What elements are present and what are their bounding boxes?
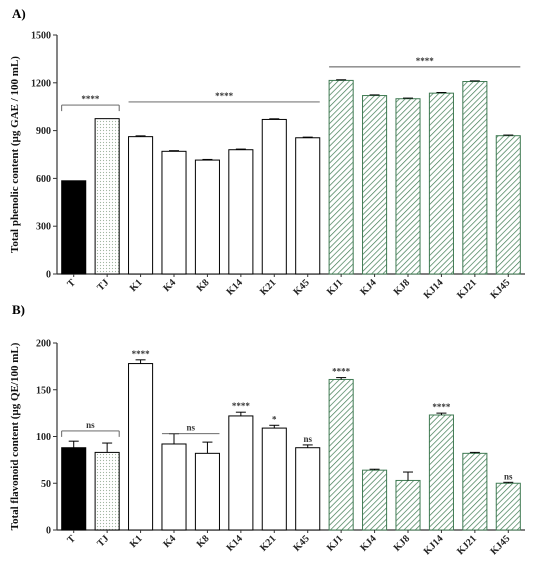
bar-K21	[261, 118, 287, 275]
y-axis-label: Total flavonoid content (µg QE/100 mL)	[9, 342, 21, 530]
significance-label: ****	[432, 402, 451, 412]
bar-K1	[128, 136, 154, 275]
y-tick-label: 50	[41, 479, 51, 490]
significance-label: ****	[232, 401, 251, 411]
y-tick-label: 600	[36, 174, 51, 185]
group-annotation-label: ns	[86, 420, 95, 430]
bar-K45	[295, 137, 321, 275]
chart-panel-a: A) Total phenolic content (µg GAE / 100 m…	[9, 6, 525, 301]
bar-KJ21	[462, 452, 488, 531]
x-tick-label: KJ1	[325, 533, 345, 553]
group-annotation-label: ****	[215, 91, 234, 101]
panel-label: A)	[12, 6, 26, 21]
x-tick-label: K1	[128, 277, 145, 294]
bar-KJ1	[328, 378, 354, 531]
bar-KJ4	[362, 95, 388, 275]
bar-KJ1	[328, 79, 354, 275]
x-tick-label: KJ4	[358, 533, 378, 553]
bar-KJ45	[495, 482, 521, 531]
y-tick-label: 200	[36, 339, 51, 350]
x-tick-label: T	[65, 277, 78, 290]
bar-K4	[161, 150, 187, 275]
x-tick-label: K4	[161, 533, 178, 550]
bar-K21	[261, 427, 287, 531]
significance-label: ****	[332, 367, 351, 377]
bar-KJ45	[495, 135, 521, 275]
significance-label: *	[272, 414, 277, 424]
x-tick-label: K21	[258, 533, 278, 553]
y-tick-label: 150	[36, 385, 51, 396]
bar-KJ14	[428, 414, 454, 531]
group-annotation-label: ns	[186, 423, 195, 433]
x-tick-label: KJ8	[392, 277, 412, 297]
bar-K8	[194, 159, 220, 275]
bar-T	[61, 447, 87, 531]
bar-KJ8	[395, 98, 421, 275]
y-tick-label: 1500	[31, 31, 51, 42]
bar-TJ	[94, 118, 120, 275]
bar-KJ14	[428, 92, 454, 275]
x-tick-label: KJ14	[422, 533, 446, 557]
y-tick-label: 300	[36, 222, 51, 233]
x-tick-label: K14	[225, 533, 245, 553]
x-tick-label: K8	[195, 533, 212, 550]
bar-KJ4	[362, 469, 388, 531]
x-tick-label: K45	[291, 277, 311, 297]
bar-K14	[228, 149, 254, 275]
bar-K8	[194, 452, 220, 531]
x-tick-label: K4	[161, 277, 178, 294]
panel-label: B)	[12, 302, 25, 317]
x-tick-label: K21	[258, 277, 278, 297]
bar-KJ8	[395, 479, 421, 531]
x-tick-label: T	[65, 533, 78, 546]
bar-K14	[228, 415, 254, 531]
y-tick-label: 900	[36, 126, 51, 137]
x-tick-label: KJ21	[455, 533, 479, 557]
group-annotation-label: ****	[416, 56, 435, 66]
x-tick-label: KJ21	[455, 277, 479, 301]
x-tick-label: KJ4	[358, 277, 378, 297]
x-tick-label: KJ14	[422, 277, 446, 301]
chart-panel-b: B) Total flavonoid content (µg QE/100 mL)…	[9, 302, 525, 557]
x-tick-label: K1	[128, 533, 145, 550]
x-tick-label: KJ45	[489, 277, 513, 301]
bar-T	[61, 180, 87, 275]
x-tick-label: KJ1	[325, 277, 345, 297]
x-tick-label: TJ	[95, 533, 111, 549]
bar-TJ	[94, 451, 120, 531]
y-tick-label: 1200	[31, 78, 51, 89]
significance-label: ns	[303, 434, 312, 444]
x-tick-label: K8	[195, 277, 212, 294]
y-axis-label: Total phenolic content (µg GAE / 100 mL)	[9, 56, 21, 253]
group-annotation-label: ****	[81, 94, 100, 104]
x-tick-label: K14	[225, 277, 245, 297]
y-tick-label: 100	[36, 432, 51, 443]
x-tick-label: K45	[291, 533, 311, 553]
bar-K4	[161, 443, 187, 531]
x-tick-label: KJ45	[489, 533, 513, 557]
x-tick-label: KJ8	[392, 533, 412, 553]
y-tick-label: 0	[46, 526, 51, 537]
x-tick-label: TJ	[95, 277, 111, 293]
bar-K45	[295, 447, 321, 531]
bar-KJ21	[462, 81, 488, 275]
significance-label: ****	[132, 349, 151, 359]
significance-label: ns	[504, 471, 513, 481]
bar-K1	[128, 363, 154, 531]
y-tick-label: 0	[46, 270, 51, 281]
